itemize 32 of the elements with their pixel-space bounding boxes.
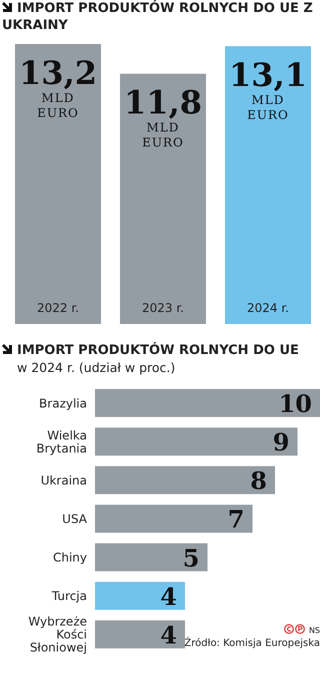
bar — [95, 582, 185, 610]
data-label: 11,8 MLD EURO — [124, 84, 202, 150]
x-tick-label: 2024 r. — [247, 301, 289, 315]
y-tick-label: Wybrzeże Kości Słoniowej — [28, 614, 87, 655]
x-tick-label: 2023 r. — [142, 301, 184, 315]
chart-title: IMPORT PRODUKTÓW ROLNYCH DO UE — [17, 343, 299, 358]
y-tick-label: Turcja — [50, 589, 87, 604]
data-label: 4 — [160, 620, 177, 650]
bar — [95, 620, 185, 648]
bar — [95, 389, 320, 417]
data-label: 5 — [182, 543, 200, 572]
data-label: 13,1 MLD EURO — [229, 56, 307, 122]
bar — [95, 428, 298, 456]
chart-subtitle: w 2024 r. (udział w proc.) — [16, 359, 176, 376]
y-tick-label: Ukraina — [40, 473, 87, 488]
annotation: Źródło: Komisja Europejska — [184, 638, 320, 649]
bar — [95, 466, 275, 494]
bar — [95, 543, 208, 572]
bar — [95, 504, 252, 533]
y-tick-label: Brazylia — [39, 396, 87, 410]
y-tick-label: Wielka Brytania — [36, 428, 87, 456]
data-label: 13,2 MLD EURO — [19, 54, 97, 120]
data-label: 7 — [228, 504, 244, 534]
y-tick-label: Chiny — [52, 550, 87, 565]
x-tick-label: 2022 r. — [37, 301, 79, 315]
data-label: 10 — [278, 389, 312, 418]
data-label: 9 — [272, 428, 290, 457]
data-label: 8 — [250, 466, 267, 496]
data-label: 4 — [160, 582, 177, 611]
annotation: NS — [308, 626, 320, 635]
y-tick-label: USA — [62, 512, 88, 526]
chart-title: IMPORT PRODUKTÓW ROLNYCH DO UE Z UKRAINY — [2, 1, 313, 33]
